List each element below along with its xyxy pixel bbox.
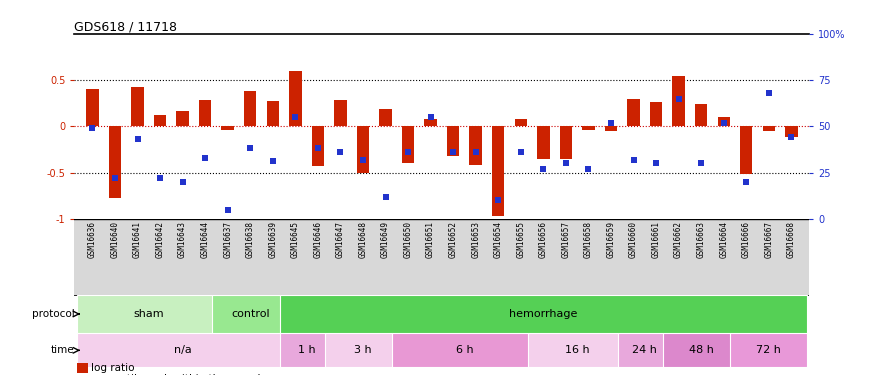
Bar bbox=[731, 333, 807, 368]
Bar bbox=[357, 126, 369, 172]
Bar bbox=[470, 126, 482, 165]
Bar bbox=[663, 333, 739, 368]
Text: GSM16653: GSM16653 bbox=[472, 221, 480, 258]
Text: hemorrhage: hemorrhage bbox=[509, 309, 578, 319]
Text: GSM16652: GSM16652 bbox=[449, 221, 458, 258]
Text: GSM16648: GSM16648 bbox=[359, 221, 368, 258]
Bar bbox=[325, 333, 402, 368]
Bar bbox=[108, 126, 121, 198]
Text: GSM16639: GSM16639 bbox=[269, 221, 277, 258]
Bar bbox=[177, 111, 189, 126]
Bar bbox=[154, 115, 166, 126]
Text: GSM16636: GSM16636 bbox=[88, 221, 97, 258]
Bar bbox=[212, 295, 289, 333]
Text: GSM16656: GSM16656 bbox=[539, 221, 548, 258]
Text: GSM16664: GSM16664 bbox=[719, 221, 728, 258]
Text: sham: sham bbox=[134, 309, 164, 319]
Bar bbox=[244, 91, 256, 126]
Text: GSM16638: GSM16638 bbox=[246, 221, 255, 258]
Text: 24 h: 24 h bbox=[633, 345, 657, 355]
Bar bbox=[528, 333, 626, 368]
Bar bbox=[740, 126, 752, 174]
Text: GSM16642: GSM16642 bbox=[156, 221, 164, 258]
Text: GSM16647: GSM16647 bbox=[336, 221, 345, 258]
Text: percentile rank within the sample: percentile rank within the sample bbox=[91, 374, 267, 375]
Text: GSM16657: GSM16657 bbox=[562, 221, 570, 258]
Text: protocol: protocol bbox=[31, 309, 74, 319]
Bar bbox=[672, 76, 685, 126]
Text: GSM16655: GSM16655 bbox=[516, 221, 525, 258]
Bar bbox=[131, 87, 144, 126]
Text: n/a: n/a bbox=[174, 345, 192, 355]
Bar bbox=[582, 126, 595, 130]
Text: GSM16658: GSM16658 bbox=[584, 221, 593, 258]
Text: GSM16645: GSM16645 bbox=[290, 221, 300, 258]
Text: control: control bbox=[231, 309, 270, 319]
Bar bbox=[695, 104, 707, 126]
Text: 3 h: 3 h bbox=[354, 345, 372, 355]
Bar bbox=[77, 333, 289, 368]
Text: log ratio: log ratio bbox=[91, 363, 135, 373]
Text: GSM16668: GSM16668 bbox=[787, 221, 796, 258]
Bar bbox=[537, 126, 550, 159]
Bar bbox=[447, 126, 459, 156]
Bar bbox=[492, 126, 505, 216]
Text: GSM16640: GSM16640 bbox=[110, 221, 120, 258]
Text: GSM16646: GSM16646 bbox=[313, 221, 322, 258]
Bar bbox=[618, 333, 672, 368]
Bar bbox=[289, 71, 302, 126]
Bar bbox=[718, 117, 730, 126]
Text: GSM16637: GSM16637 bbox=[223, 221, 232, 258]
Text: 1 h: 1 h bbox=[298, 345, 315, 355]
Bar bbox=[334, 100, 346, 126]
Text: 72 h: 72 h bbox=[756, 345, 781, 355]
Text: GSM16643: GSM16643 bbox=[178, 221, 187, 258]
Text: GSM16651: GSM16651 bbox=[426, 221, 435, 258]
Text: GSM16641: GSM16641 bbox=[133, 221, 142, 258]
Bar bbox=[267, 101, 279, 126]
Text: GSM16650: GSM16650 bbox=[403, 221, 412, 258]
Bar bbox=[379, 109, 392, 126]
Text: GSM16662: GSM16662 bbox=[674, 221, 683, 258]
Bar bbox=[87, 89, 99, 126]
Bar bbox=[77, 295, 220, 333]
Bar bbox=[650, 102, 662, 126]
Bar bbox=[424, 119, 437, 126]
Text: GSM16667: GSM16667 bbox=[764, 221, 774, 258]
Text: 6 h: 6 h bbox=[456, 345, 473, 355]
Bar bbox=[402, 126, 414, 163]
Bar bbox=[199, 100, 212, 126]
Bar bbox=[279, 333, 333, 368]
Text: 16 h: 16 h bbox=[565, 345, 590, 355]
Text: GSM16663: GSM16663 bbox=[696, 221, 705, 258]
Bar bbox=[785, 126, 797, 137]
Bar bbox=[312, 126, 324, 166]
Text: GSM16644: GSM16644 bbox=[200, 221, 210, 258]
Text: 48 h: 48 h bbox=[689, 345, 714, 355]
Bar bbox=[514, 119, 527, 126]
Bar bbox=[560, 126, 572, 159]
Text: GSM16649: GSM16649 bbox=[381, 221, 390, 258]
Text: GSM16666: GSM16666 bbox=[742, 221, 751, 258]
Bar bbox=[392, 333, 536, 368]
Text: GSM16660: GSM16660 bbox=[629, 221, 638, 258]
Text: GDS618 / 11718: GDS618 / 11718 bbox=[74, 21, 178, 34]
Text: GSM16654: GSM16654 bbox=[493, 221, 503, 258]
Bar bbox=[221, 126, 234, 130]
Text: GSM16659: GSM16659 bbox=[606, 221, 615, 258]
Text: GSM16661: GSM16661 bbox=[652, 221, 661, 258]
Bar bbox=[763, 126, 775, 131]
Bar bbox=[627, 99, 640, 126]
Bar bbox=[279, 295, 807, 333]
Text: time: time bbox=[51, 345, 74, 355]
Bar bbox=[605, 126, 617, 131]
